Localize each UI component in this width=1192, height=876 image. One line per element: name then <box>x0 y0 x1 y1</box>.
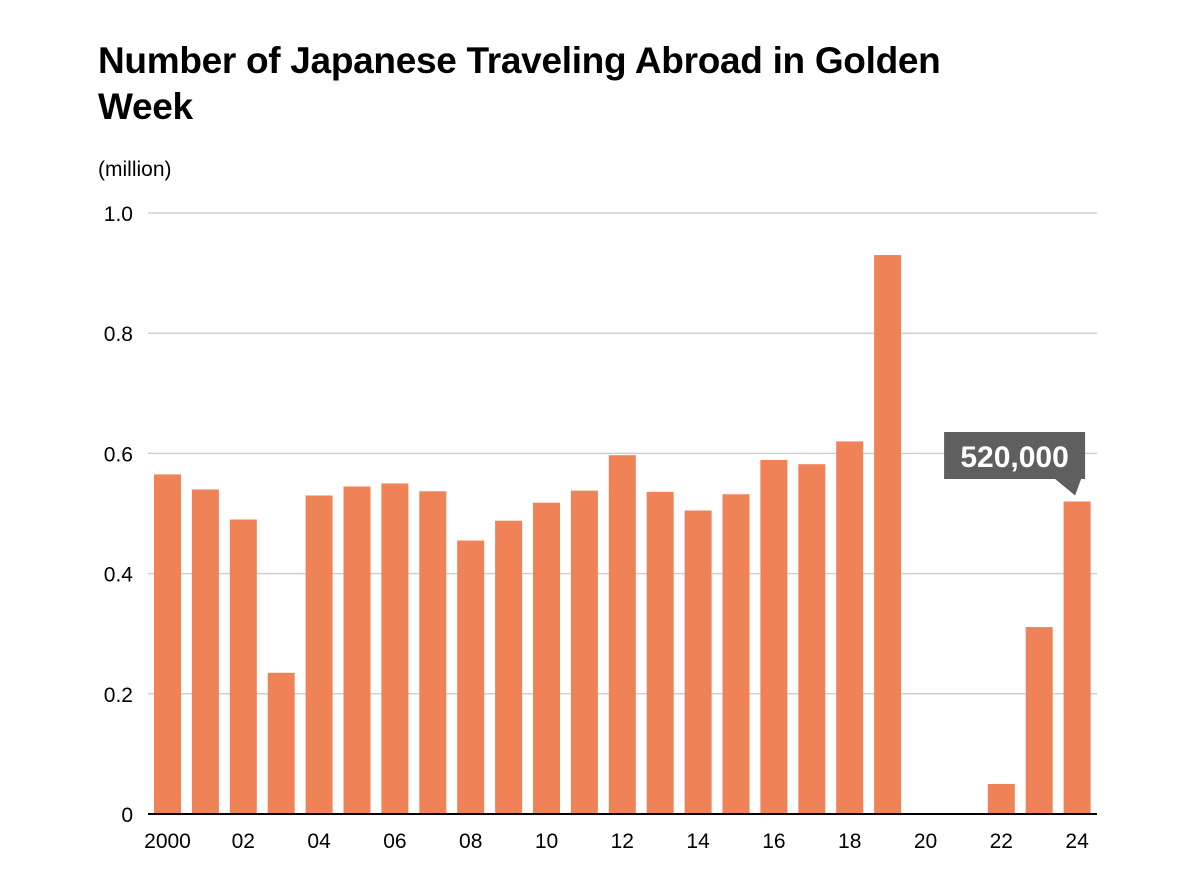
bar <box>987 783 1015 814</box>
bar <box>1025 627 1053 814</box>
x-tick-label: 22 <box>990 830 1013 853</box>
x-tick-label: 04 <box>307 830 331 853</box>
y-tick-label: 0.8 <box>104 323 133 346</box>
callout-label: 520,000 <box>960 441 1068 474</box>
bar <box>684 510 712 814</box>
x-tick-label: 14 <box>686 830 710 853</box>
x-tick-label: 2000 <box>144 830 191 853</box>
bar <box>570 490 598 814</box>
y-tick-label: 1.0 <box>104 203 133 226</box>
bars <box>154 255 1091 814</box>
bar <box>191 489 219 814</box>
bar <box>760 460 788 814</box>
bar <box>646 491 674 814</box>
y-tick-label: 0 <box>121 804 133 827</box>
y-tick-label: 0.2 <box>104 684 133 707</box>
y-tick-label: 0.4 <box>104 564 134 587</box>
x-tick-label: 20 <box>914 830 937 853</box>
bar <box>381 483 409 814</box>
bar <box>836 441 864 814</box>
x-tick-label: 24 <box>1065 830 1089 853</box>
y-axis-ticks: 0 0.2 0.4 0.6 0.8 1.0 <box>104 203 134 827</box>
y-tick-label: 0.6 <box>104 443 133 466</box>
bar <box>154 474 181 814</box>
x-tick-label: 18 <box>838 830 861 853</box>
value-callout: 520,000 <box>944 432 1086 496</box>
bar <box>419 491 447 814</box>
bar <box>343 486 371 814</box>
x-tick-label: 02 <box>232 830 255 853</box>
chart-title: Number of Japanese Traveling Abroad in G… <box>98 40 941 127</box>
y-axis-unit-label: (million) <box>98 158 172 181</box>
bar <box>608 455 636 814</box>
bar <box>1063 501 1091 814</box>
callout-box <box>944 432 1086 496</box>
x-axis-ticks: 2000 02 04 06 08 10 12 14 16 18 20 22 24 <box>144 830 1089 853</box>
x-tick-label: 16 <box>762 830 785 853</box>
x-tick-label: 08 <box>459 830 482 853</box>
bar <box>495 520 523 814</box>
bar <box>267 672 295 814</box>
bar <box>305 495 333 814</box>
bar <box>798 464 826 814</box>
bar <box>874 255 902 814</box>
bar <box>229 519 257 814</box>
x-tick-label: 06 <box>383 830 406 853</box>
bar <box>722 494 750 814</box>
bar <box>457 540 485 814</box>
x-tick-label: 10 <box>535 830 558 853</box>
x-tick-label: 12 <box>611 830 634 853</box>
bar <box>533 502 560 814</box>
